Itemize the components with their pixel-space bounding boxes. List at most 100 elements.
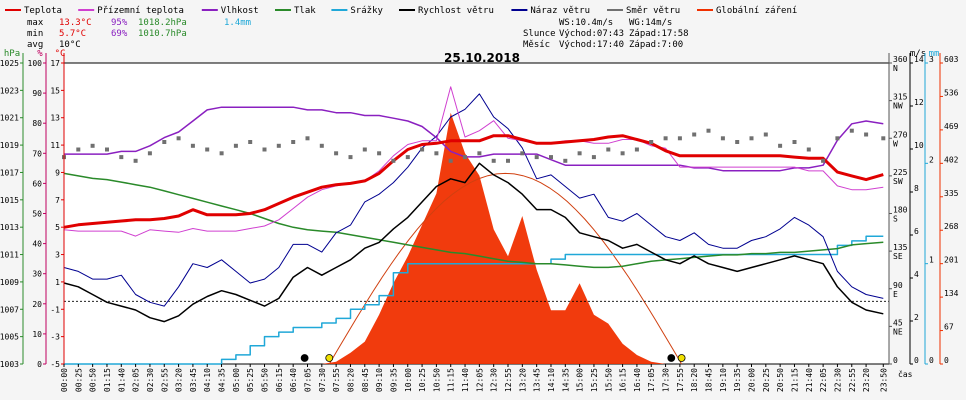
wind-direction-point xyxy=(420,147,425,152)
dir-tick-sublabel: SE xyxy=(893,252,903,261)
stats-avg-temp: 10°C xyxy=(59,40,81,50)
wind-direction-point xyxy=(477,151,482,156)
pct-tick-label: 50 xyxy=(32,210,42,219)
wind-direction-point xyxy=(463,155,467,160)
wm2-tick-label: 268 xyxy=(944,222,959,231)
hpa-tick-label: 1019 xyxy=(0,141,19,150)
hpa-tick-label: 1011 xyxy=(0,251,19,260)
wind-direction-point xyxy=(291,140,296,144)
wind-direction-point xyxy=(563,158,568,163)
wind-direction-point xyxy=(506,158,510,163)
time-tick-label: 10:00 xyxy=(404,368,413,392)
moon-rise: Východ:17:40 xyxy=(559,40,624,50)
time-tick-label: 22:30 xyxy=(833,368,842,392)
time-tick-label: 12:55 xyxy=(504,368,513,392)
temp-tick-label: -3 xyxy=(50,333,60,342)
time-tick-label: 03:20 xyxy=(175,368,184,392)
pct-tick-label: 10 xyxy=(32,330,42,339)
hpa-tick-label: 1003 xyxy=(0,360,19,369)
time-tick-label: 17:55 xyxy=(676,368,685,392)
wind-direction-point xyxy=(649,140,654,144)
time-axis-label: čas xyxy=(898,369,913,379)
stats-max-temp: 13.3°C xyxy=(59,18,92,28)
time-tick-label: 07:05 xyxy=(303,368,312,392)
series-radiation-area xyxy=(64,112,884,364)
pct-tick-label: 20 xyxy=(32,300,42,309)
time-tick-label: 15:00 xyxy=(576,368,585,392)
time-tick-label: 19:35 xyxy=(733,368,742,392)
hpa-tick-label: 1025 xyxy=(0,59,19,68)
stats-min-label: min xyxy=(27,29,43,39)
stats-min-press: 1010.7hPa xyxy=(138,29,187,39)
time-tick-label: 21:15 xyxy=(790,368,799,392)
moon-set-marker xyxy=(300,354,309,362)
series-wind-speed xyxy=(63,162,884,323)
hpa-tick-label: 1021 xyxy=(0,114,19,123)
time-tick-label: 16:40 xyxy=(633,368,642,392)
wind-direction-point xyxy=(821,158,826,163)
series-humidity xyxy=(64,106,884,172)
time-tick-label: 19:10 xyxy=(719,368,728,392)
time-tick-label: 10:50 xyxy=(432,368,441,392)
wind-direction-point xyxy=(176,136,181,141)
legend-label: Tlak xyxy=(294,6,316,16)
legend-label: Vlhkost xyxy=(221,6,259,16)
time-tick-label: 20:50 xyxy=(776,368,785,392)
pct-tick-label: 0 xyxy=(37,360,42,369)
dir-tick-sublabel: E xyxy=(893,290,898,299)
time-tick-label: 07:30 xyxy=(318,368,327,392)
time-tick-label: 22:55 xyxy=(848,368,857,392)
time-tick-label: 21:40 xyxy=(805,368,814,392)
wind-direction-point xyxy=(305,136,310,141)
wind-direction-point xyxy=(663,136,668,141)
dir-tick-label: 0 xyxy=(893,356,898,365)
legend-label: Přízemní teplota xyxy=(97,6,184,16)
ms-tick-label: 14 xyxy=(914,55,924,64)
wind-direction-point xyxy=(677,136,682,141)
wm2-tick-label: 134 xyxy=(944,289,959,298)
wind-direction-point xyxy=(348,155,353,160)
wind-direction-point xyxy=(76,147,81,152)
time-tick-label: 13:20 xyxy=(518,368,527,392)
time-tick-label: 02:05 xyxy=(132,368,141,392)
hpa-tick-label: 1009 xyxy=(0,278,19,287)
temp-tick-label: 3 xyxy=(55,251,60,260)
wind-wg: WG:14m/s xyxy=(629,18,672,28)
wm2-tick-label: 603 xyxy=(944,55,959,64)
wind-direction-point xyxy=(864,132,869,137)
wind-direction-point xyxy=(792,140,797,144)
time-tick-label: 14:10 xyxy=(547,368,556,392)
time-tick-label: 01:40 xyxy=(117,368,126,392)
wm2-tick-label: 335 xyxy=(944,189,959,198)
pct-tick-label: 100 xyxy=(28,59,43,68)
mm-tick-label: 3 xyxy=(929,55,934,64)
hpa-tick-label: 1017 xyxy=(0,168,19,177)
legend-label: Směr větru xyxy=(626,6,680,16)
dir-tick-label: 180 xyxy=(893,206,908,215)
dir-tick-label: 270 xyxy=(893,130,908,139)
wind-direction-point xyxy=(362,147,367,152)
sun-set: Západ:17:58 xyxy=(629,29,689,39)
plot-area xyxy=(62,62,890,365)
moon-rise-marker xyxy=(667,354,676,362)
stats-max-hum: 95% xyxy=(111,18,128,28)
mm-axis-label: mm xyxy=(929,49,940,59)
time-tick-label: 08:20 xyxy=(346,368,355,392)
temp-tick-label: 17 xyxy=(50,59,60,68)
wm2-tick-label: 67 xyxy=(944,323,954,332)
time-tick-label: 17:05 xyxy=(647,368,656,392)
time-tick-label: 18:45 xyxy=(705,368,714,392)
series-temperature xyxy=(63,134,884,229)
wind-direction-point xyxy=(334,151,339,156)
dir-tick-sublabel: NW xyxy=(893,102,903,111)
wind-direction-point xyxy=(319,143,324,148)
sun-label: Slunce xyxy=(523,29,556,39)
pct-axis-label: % xyxy=(37,49,43,59)
stats-min-hum: 69% xyxy=(111,29,128,39)
legend-label: Globální záření xyxy=(716,6,797,16)
dir-tick-sublabel: N xyxy=(893,64,898,73)
moon-label: Měsíc xyxy=(523,40,550,50)
moon-set: Západ:7:00 xyxy=(629,40,683,50)
wind-direction-point xyxy=(620,151,625,156)
